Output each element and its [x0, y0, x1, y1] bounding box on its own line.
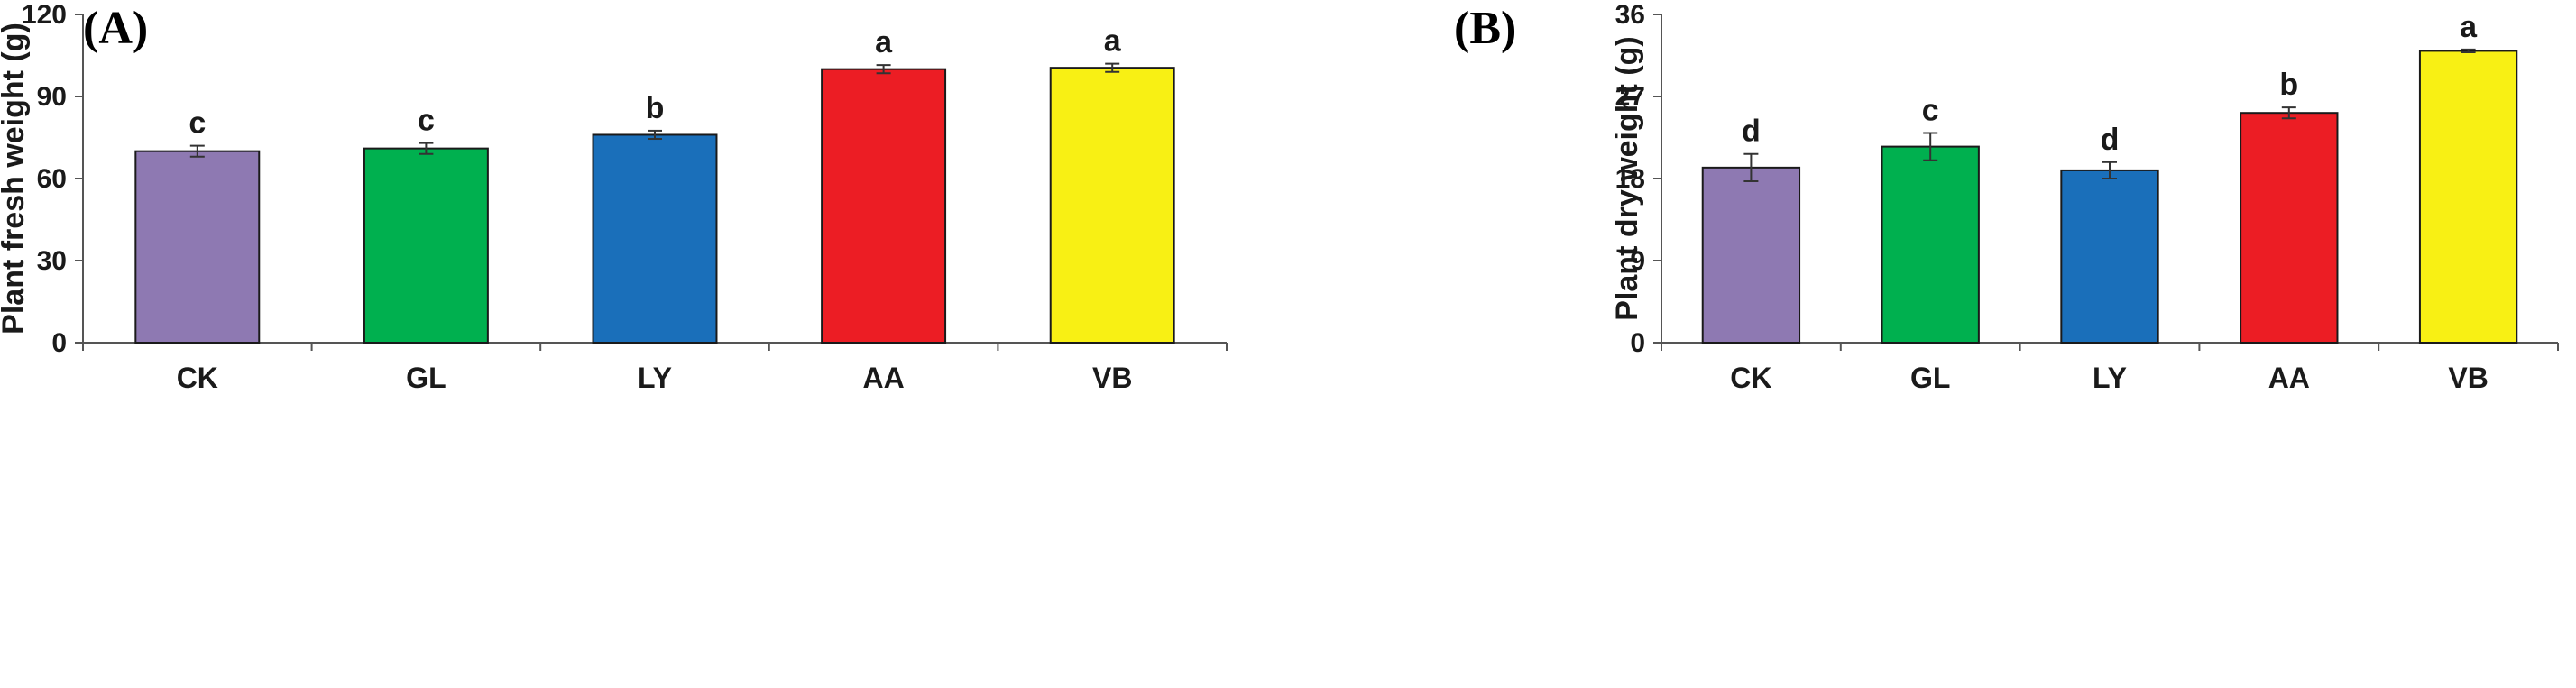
significance-letter: a: [2460, 10, 2478, 44]
significance-letter: c: [418, 104, 435, 138]
bar-vb: [1049, 67, 1175, 344]
significance-letter: a: [875, 25, 893, 60]
y-tick-label: 18: [1615, 164, 1645, 194]
category-label: VB: [1092, 362, 1132, 394]
y-tick-label: 9: [1630, 246, 1645, 276]
y-tick-label: 120: [22, 0, 67, 30]
category-label: CK: [177, 362, 218, 394]
category-label: LY: [2093, 362, 2127, 394]
significance-letter: a: [1104, 24, 1122, 59]
bar-ck: [134, 150, 261, 344]
y-tick-label: 27: [1615, 82, 1645, 112]
category-label: CK: [1730, 362, 1771, 394]
y-axis-title: Plant dry weight (g): [1610, 36, 1644, 320]
bar-ck: [1701, 166, 1801, 344]
significance-letter: b: [646, 91, 665, 125]
category-label: VB: [2448, 362, 2488, 394]
y-tick-label: 0: [51, 328, 67, 358]
y-tick-label: 90: [37, 82, 67, 112]
category-label: GL: [1910, 362, 1950, 394]
bar-vb: [2418, 50, 2518, 344]
bar-aa: [2240, 112, 2339, 344]
bar-ly: [2060, 169, 2159, 344]
bar-ly: [592, 133, 718, 344]
significance-letter: b: [2279, 68, 2298, 102]
category-label: AA: [862, 362, 904, 394]
y-tick-label: 30: [37, 246, 67, 276]
category-label: LY: [638, 362, 672, 394]
category-label: GL: [406, 362, 446, 394]
bar-gl: [363, 147, 489, 344]
significance-letter: d: [1742, 115, 1761, 149]
significance-letter: c: [1922, 93, 1939, 127]
panel-b-dry-weight: 0 9 18 27 36 d CK c GL d LY b AA a VB Plant dry weight …: [1454, 0, 2559, 394]
category-label: AA: [2268, 362, 2310, 394]
panel-label: (B): [1454, 3, 1516, 54]
y-tick-label: 60: [37, 164, 67, 194]
panel-a-fresh-weight: 0 30 60 90 120 c CK c GL b LY a AA a VB Plant fresh wei…: [0, 0, 1228, 394]
y-axis-title: Plant fresh weight (g): [0, 23, 31, 335]
y-tick-label: 36: [1615, 0, 1645, 30]
panel-label: (A): [83, 3, 148, 54]
bar-gl: [1881, 145, 1980, 344]
bar-aa: [821, 68, 947, 344]
significance-letter: d: [2101, 123, 2120, 157]
y-tick-label: 0: [1630, 328, 1645, 358]
significance-letter: c: [189, 106, 206, 141]
